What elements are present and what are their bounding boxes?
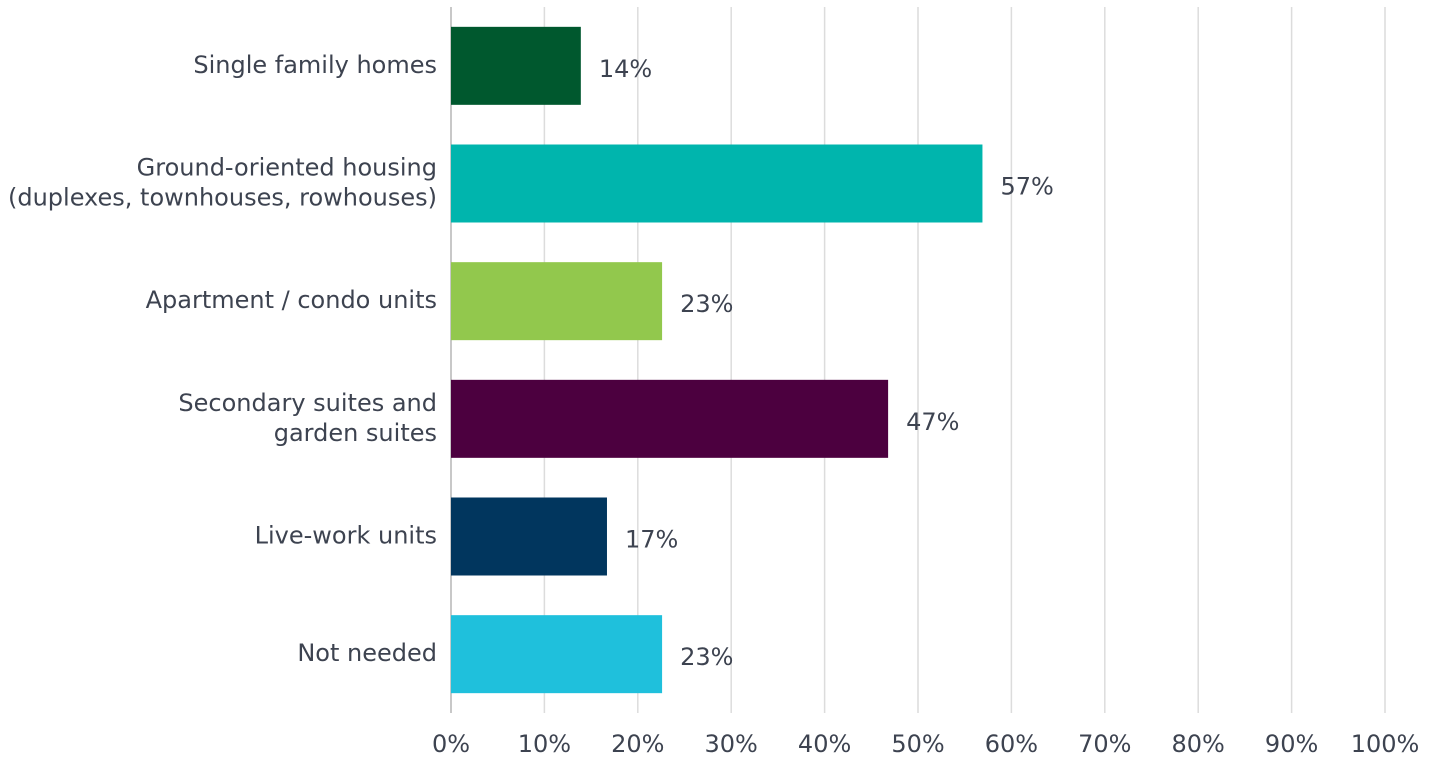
bar: [451, 26, 581, 105]
x-tick-label: 70%: [1078, 730, 1131, 757]
x-tick-label: 40%: [798, 730, 851, 757]
data-label: 57%: [1000, 173, 1053, 201]
x-tick-label: 0%: [432, 730, 470, 757]
y-tick-label: Apartment / condo units: [146, 286, 437, 314]
y-tick-label: Secondary suites and garden suites: [178, 389, 437, 447]
x-tick-label: 20%: [611, 730, 664, 757]
data-label: 47%: [906, 408, 959, 436]
y-tick-label: Single family homes: [193, 51, 437, 79]
bar: [451, 497, 607, 576]
data-label: 23%: [680, 643, 733, 671]
x-tick-label: 90%: [1265, 730, 1318, 757]
x-tick-label: 100%: [1351, 730, 1420, 757]
bar: [451, 144, 983, 223]
data-label: 23%: [680, 290, 733, 318]
x-tick-label: 50%: [891, 730, 944, 757]
bar: [451, 379, 889, 458]
bar: [451, 615, 663, 694]
x-tick-label: 10%: [518, 730, 571, 757]
data-label: 14%: [599, 55, 652, 83]
y-tick-label: Live-work units: [255, 522, 437, 550]
y-tick-label: Ground-oriented housing (duplexes, townho…: [8, 154, 437, 212]
y-tick-label: Not needed: [297, 639, 437, 667]
bar: [451, 262, 663, 341]
x-tick-label: 30%: [705, 730, 758, 757]
x-tick-label: 80%: [1172, 730, 1225, 757]
data-label: 17%: [625, 526, 678, 554]
x-tick-label: 60%: [985, 730, 1038, 757]
